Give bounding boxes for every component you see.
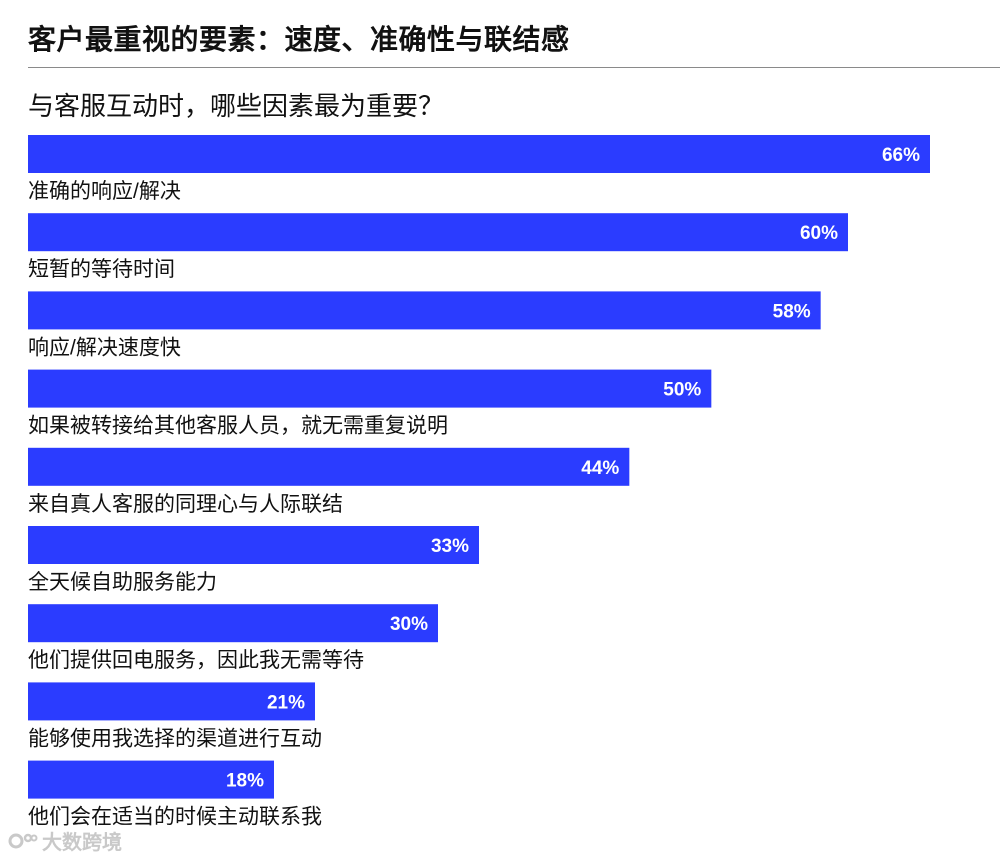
bar-value-label: 18% bbox=[226, 771, 264, 792]
title-divider bbox=[28, 67, 1000, 68]
watermark: 大数跨境 bbox=[8, 826, 122, 855]
bar-7 bbox=[28, 604, 438, 643]
bar-6 bbox=[28, 526, 479, 564]
bar-9 bbox=[28, 760, 274, 799]
category-label: 全天候自助服务能力 bbox=[28, 571, 217, 594]
bar-3 bbox=[28, 291, 821, 330]
bar-value-label: 21% bbox=[267, 692, 305, 713]
bar-value-label: 66% bbox=[882, 145, 920, 166]
bar-8 bbox=[28, 682, 315, 721]
category-label: 来自真人客服的同理心与人际联结 bbox=[28, 493, 343, 516]
bar-1 bbox=[28, 135, 930, 173]
bar-value-label: 44% bbox=[581, 458, 619, 479]
bar-value-label: 50% bbox=[663, 380, 701, 401]
category-label: 短暂的等待时间 bbox=[28, 258, 175, 281]
chart-subtitle: 与客服互动时，哪些因素最为重要？ bbox=[28, 91, 445, 121]
logo-icon bbox=[8, 833, 38, 848]
category-label: 如果被转接给其他客服人员，就无需重复说明 bbox=[28, 415, 448, 438]
bar-value-label: 30% bbox=[390, 614, 428, 635]
bar-value-label: 58% bbox=[773, 301, 811, 322]
watermark-text: 大数跨境 bbox=[42, 832, 122, 854]
bar-2 bbox=[28, 213, 848, 252]
bar-4 bbox=[28, 369, 712, 408]
chart-title: 客户最重视的要素：速度、准确性与联结感 bbox=[28, 24, 570, 55]
category-label: 能够使用我选择的渠道进行互动 bbox=[28, 727, 322, 750]
category-label: 他们提供回电服务，因此我无需等待 bbox=[28, 649, 364, 672]
bar-value-label: 60% bbox=[800, 223, 838, 244]
bar-5 bbox=[28, 447, 630, 486]
category-label: 他们会在适当的时候主动联系我 bbox=[28, 806, 322, 829]
category-label: 准确的响应/解决 bbox=[28, 180, 181, 203]
category-label: 响应/解决速度快 bbox=[28, 336, 181, 359]
bar-value-label: 33% bbox=[431, 536, 469, 557]
